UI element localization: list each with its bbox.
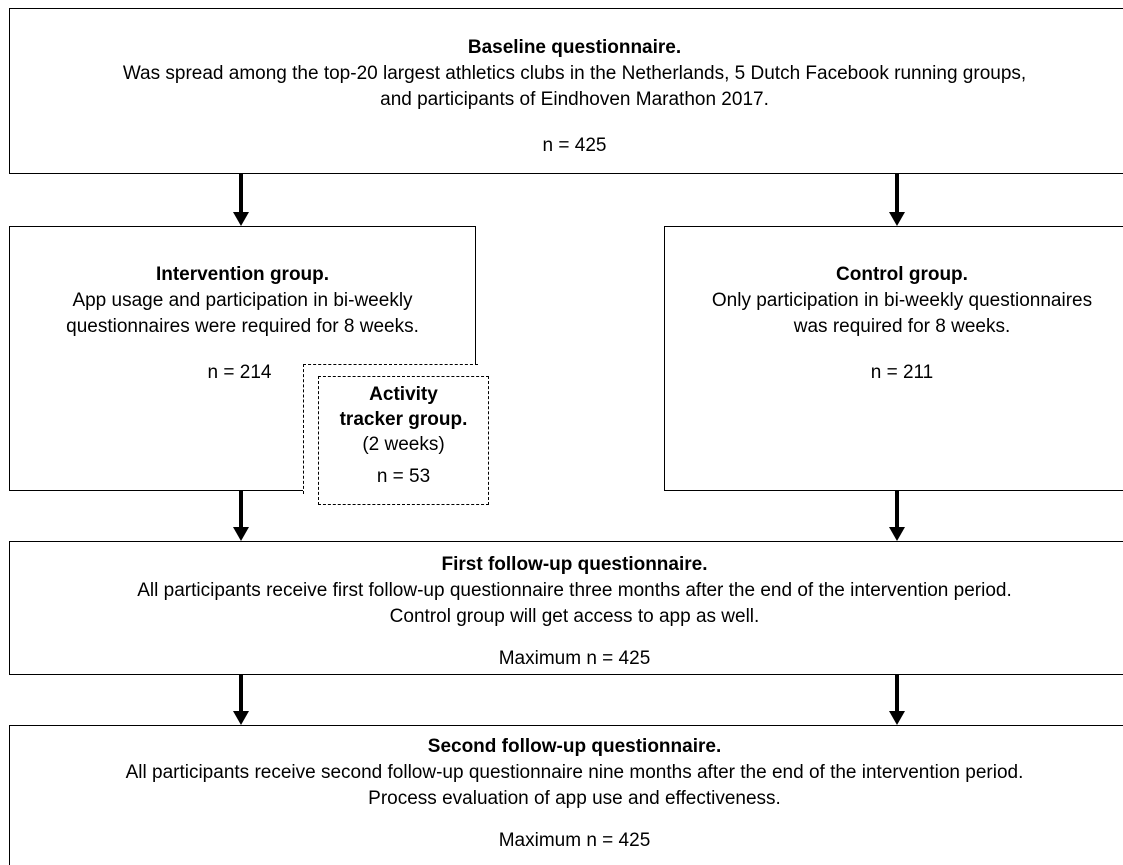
first-followup-box: First follow-up questionnaire. All parti… — [9, 541, 1123, 675]
followup2-description-line-1: All participants receive second follow-u… — [125, 762, 1024, 783]
followup2-sample-size: Maximum n = 425 — [498, 830, 651, 851]
followup2-description-line-2: Process evaluation of app use and effect… — [368, 788, 781, 809]
activity-tracker-group-box: Activity tracker group. (2 weeks) n = 53 — [318, 376, 489, 505]
control-group-box: Control group. Only participation in bi-… — [664, 226, 1123, 491]
baseline-questionnaire-box: Baseline questionnaire. Was spread among… — [9, 8, 1123, 174]
control-description-line-2: was required for 8 weeks. — [793, 316, 1011, 337]
intervention-description-line-1: App usage and participation in bi-weekly — [72, 290, 413, 311]
followup1-sample-size: Maximum n = 425 — [498, 648, 651, 669]
arrow-intervention-to-followup1 — [233, 491, 249, 541]
intervention-title: Intervention group. — [155, 264, 330, 285]
arrow-baseline-to-control — [889, 174, 905, 226]
control-description-line-1: Only participation in bi-weekly question… — [711, 290, 1093, 311]
control-sample-size: n = 211 — [870, 362, 934, 383]
arrow-followup1-left-to-followup2 — [233, 675, 249, 725]
intervention-description-line-2: questionnaires were required for 8 weeks… — [66, 316, 419, 337]
followup1-description-line-2: Control group will get access to app as … — [389, 606, 760, 627]
control-title: Control group. — [836, 264, 968, 285]
baseline-title: Baseline questionnaire. — [467, 37, 682, 58]
followup1-description-line-1: All participants receive first follow-up… — [137, 580, 1012, 601]
followup2-title: Second follow-up questionnaire. — [427, 736, 722, 757]
tracker-sample-size: n = 53 — [376, 466, 431, 487]
intervention-sample-size: n = 214 — [207, 362, 272, 383]
baseline-sample-size: n = 425 — [542, 135, 607, 156]
tracker-title-line-1: Activity — [369, 384, 438, 405]
second-followup-box: Second follow-up questionnaire. All part… — [9, 725, 1123, 865]
arrow-control-to-followup1 — [889, 491, 905, 541]
followup1-title: First follow-up questionnaire. — [441, 554, 708, 575]
baseline-description-line-2: and participants of Eindhoven Marathon 2… — [380, 89, 769, 110]
arrow-followup1-right-to-followup2 — [889, 675, 905, 725]
tracker-title-line-2: tracker group. — [339, 409, 468, 430]
arrow-baseline-to-intervention — [233, 174, 249, 226]
tracker-duration: (2 weeks) — [362, 434, 445, 455]
baseline-description-line-1: Was spread among the top-20 largest athl… — [122, 63, 1027, 84]
